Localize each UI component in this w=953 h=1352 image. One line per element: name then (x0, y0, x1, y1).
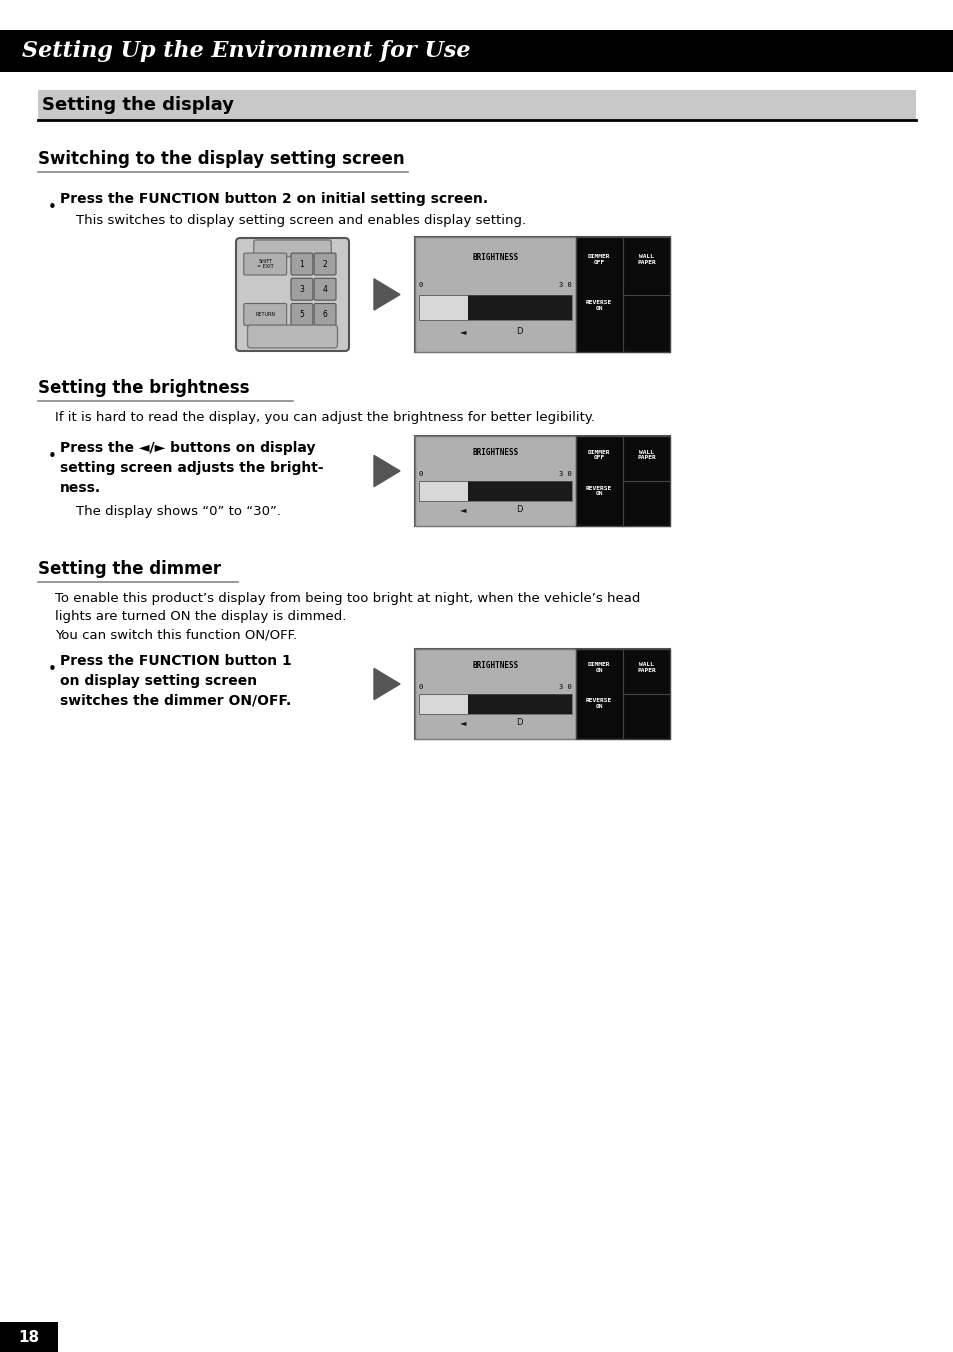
Text: BRIGHTNESS: BRIGHTNESS (472, 253, 517, 262)
Text: D: D (516, 327, 522, 335)
Text: Setting the display: Setting the display (42, 96, 233, 114)
Polygon shape (374, 279, 399, 310)
Text: 6: 6 (322, 310, 327, 319)
Polygon shape (374, 668, 399, 699)
FancyBboxPatch shape (235, 238, 349, 352)
Text: ◄: ◄ (459, 506, 466, 514)
Bar (575, 649, 669, 740)
Text: BRIGHTNESS: BRIGHTNESS (472, 448, 517, 457)
Text: Setting the dimmer: Setting the dimmer (38, 560, 221, 579)
Text: SHIFT
= EXIT: SHIFT = EXIT (256, 258, 274, 269)
Text: WALL
PAPER: WALL PAPER (637, 449, 655, 460)
Text: BRIGHTNESS: BRIGHTNESS (472, 661, 517, 669)
Bar (415, 435, 575, 526)
Bar (418, 481, 467, 500)
Bar (0, 1322, 58, 1352)
Text: Press the FUNCTION button 1: Press the FUNCTION button 1 (60, 654, 292, 668)
Bar (467, 481, 571, 500)
Text: ◄: ◄ (459, 718, 466, 727)
Bar (467, 694, 571, 714)
Text: on display setting screen: on display setting screen (60, 675, 257, 688)
Text: Switching to the display setting screen: Switching to the display setting screen (38, 150, 404, 168)
Bar (415, 435, 669, 526)
Text: REVERSE
ON: REVERSE ON (585, 300, 612, 311)
Text: 3 0: 3 0 (558, 283, 571, 288)
Text: D: D (516, 718, 522, 727)
Text: You can switch this function ON/OFF.: You can switch this function ON/OFF. (55, 627, 296, 641)
Bar (575, 237, 669, 352)
Text: switches the dimmer ON/OFF.: switches the dimmer ON/OFF. (60, 694, 291, 708)
Text: ◄: ◄ (459, 327, 466, 335)
Text: This switches to display setting screen and enables display setting.: This switches to display setting screen … (76, 214, 525, 227)
Text: REVERSE
ON: REVERSE ON (585, 485, 612, 496)
Text: 0: 0 (418, 684, 423, 690)
Text: Setting the brightness: Setting the brightness (38, 379, 250, 397)
Text: DIMMER
OFF: DIMMER OFF (587, 449, 610, 460)
FancyBboxPatch shape (314, 279, 335, 300)
Bar (415, 649, 575, 740)
Text: 4: 4 (322, 285, 327, 293)
Bar (38, 91, 915, 120)
Text: WALL
PAPER: WALL PAPER (637, 662, 655, 673)
FancyBboxPatch shape (314, 303, 335, 326)
Text: Press the ◄/► buttons on display: Press the ◄/► buttons on display (60, 441, 315, 456)
Text: DIMMER
OFF: DIMMER OFF (587, 254, 610, 265)
Text: 2: 2 (322, 260, 327, 269)
Text: DIMMER
ON: DIMMER ON (587, 662, 610, 673)
Text: 3 0: 3 0 (558, 684, 571, 690)
FancyBboxPatch shape (253, 241, 331, 257)
Text: To enable this product’s display from being too bright at night, when the vehicl: To enable this product’s display from be… (55, 592, 639, 604)
Bar (415, 237, 669, 352)
Text: •: • (48, 662, 57, 677)
Polygon shape (374, 456, 399, 487)
FancyBboxPatch shape (244, 303, 286, 326)
Bar (0, 30, 953, 72)
Bar (415, 649, 575, 740)
Text: •: • (48, 200, 57, 215)
Text: 0: 0 (418, 470, 423, 477)
Bar (467, 295, 571, 320)
Text: lights are turned ON the display is dimmed.: lights are turned ON the display is dimm… (55, 610, 346, 623)
Bar (415, 435, 575, 526)
Text: WALL
PAPER: WALL PAPER (637, 254, 655, 265)
Bar (418, 481, 571, 500)
Text: 18: 18 (18, 1329, 39, 1344)
Text: 3: 3 (299, 285, 304, 293)
Text: 5: 5 (299, 310, 304, 319)
Bar (415, 649, 669, 740)
Text: ness.: ness. (60, 481, 101, 495)
FancyBboxPatch shape (314, 253, 335, 274)
Text: setting screen adjusts the bright-: setting screen adjusts the bright- (60, 461, 323, 475)
FancyBboxPatch shape (291, 303, 313, 326)
Text: 1: 1 (299, 260, 304, 269)
Text: If it is hard to read the display, you can adjust the brightness for better legi: If it is hard to read the display, you c… (55, 411, 595, 425)
Bar (415, 237, 575, 352)
Bar (418, 295, 467, 320)
Bar (418, 694, 571, 714)
FancyBboxPatch shape (291, 279, 313, 300)
Text: RETURN: RETURN (254, 312, 275, 316)
Text: REVERSE
ON: REVERSE ON (585, 699, 612, 710)
Bar (415, 237, 575, 352)
Bar (418, 694, 467, 714)
Bar (575, 435, 669, 526)
Text: 3 0: 3 0 (558, 470, 571, 477)
Text: •: • (48, 449, 57, 464)
Bar (418, 295, 571, 320)
Text: The display shows “0” to “30”.: The display shows “0” to “30”. (76, 506, 281, 518)
FancyBboxPatch shape (244, 253, 286, 274)
Text: Press the FUNCTION button 2 on initial setting screen.: Press the FUNCTION button 2 on initial s… (60, 192, 488, 206)
Text: Setting Up the Environment for Use: Setting Up the Environment for Use (22, 41, 470, 62)
FancyBboxPatch shape (291, 253, 313, 274)
FancyBboxPatch shape (247, 324, 337, 347)
Text: D: D (516, 506, 522, 514)
Text: 0: 0 (418, 283, 423, 288)
